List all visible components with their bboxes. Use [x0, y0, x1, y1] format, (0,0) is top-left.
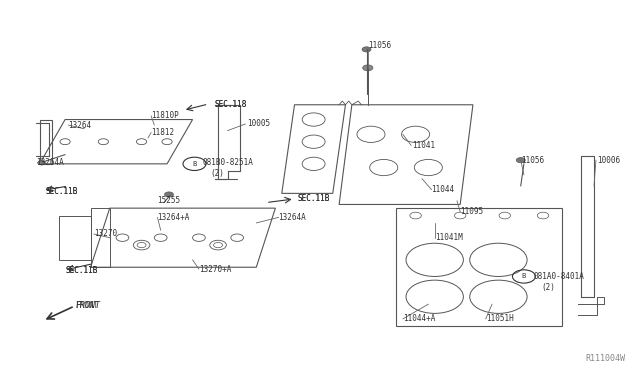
Text: 10006: 10006 — [597, 155, 620, 165]
Text: B: B — [193, 161, 196, 167]
Text: SEC.11B: SEC.11B — [65, 266, 97, 275]
Text: 11044: 11044 — [431, 185, 454, 194]
Text: FRONT: FRONT — [75, 301, 98, 311]
Circle shape — [38, 161, 45, 165]
Circle shape — [363, 65, 373, 71]
Text: 13270+A: 13270+A — [199, 264, 231, 273]
Text: SEC.118: SEC.118 — [215, 100, 247, 109]
Text: B: B — [522, 273, 526, 279]
Text: 10005: 10005 — [246, 119, 270, 128]
Text: 11810P: 11810P — [151, 111, 179, 121]
Text: SEC.118: SEC.118 — [215, 100, 247, 109]
Text: SEC.11B: SEC.11B — [298, 195, 330, 203]
Text: FRONT: FRONT — [76, 301, 101, 311]
Text: 081A0-8401A: 081A0-8401A — [534, 272, 584, 281]
Circle shape — [516, 158, 525, 163]
Text: 13270: 13270 — [94, 230, 117, 238]
Text: 13264+A: 13264+A — [157, 213, 190, 222]
Text: 11056: 11056 — [521, 155, 544, 165]
Text: 13264A: 13264A — [36, 157, 64, 167]
Text: (2): (2) — [211, 169, 224, 177]
Circle shape — [362, 47, 371, 52]
Text: SEC.11B: SEC.11B — [65, 266, 97, 275]
Text: 11041: 11041 — [412, 141, 436, 150]
Text: 13264A: 13264A — [278, 213, 307, 222]
Text: SEC.11B: SEC.11B — [298, 195, 330, 203]
Text: 11812: 11812 — [151, 128, 174, 137]
Text: 15255: 15255 — [157, 196, 180, 205]
Text: 11056: 11056 — [368, 41, 391, 50]
Text: SEC.11B: SEC.11B — [46, 187, 78, 196]
Text: 11051H: 11051H — [486, 314, 513, 323]
Text: 11095: 11095 — [460, 207, 483, 217]
Text: (2): (2) — [541, 283, 556, 292]
Text: SEC.11B: SEC.11B — [46, 187, 78, 196]
Text: 13264: 13264 — [68, 121, 92, 129]
Circle shape — [164, 192, 173, 197]
Text: R111004W: R111004W — [586, 354, 626, 363]
Text: 081B0-8251A: 081B0-8251A — [202, 157, 253, 167]
Text: 11044+A: 11044+A — [403, 314, 435, 323]
Text: 11041M: 11041M — [435, 233, 463, 242]
